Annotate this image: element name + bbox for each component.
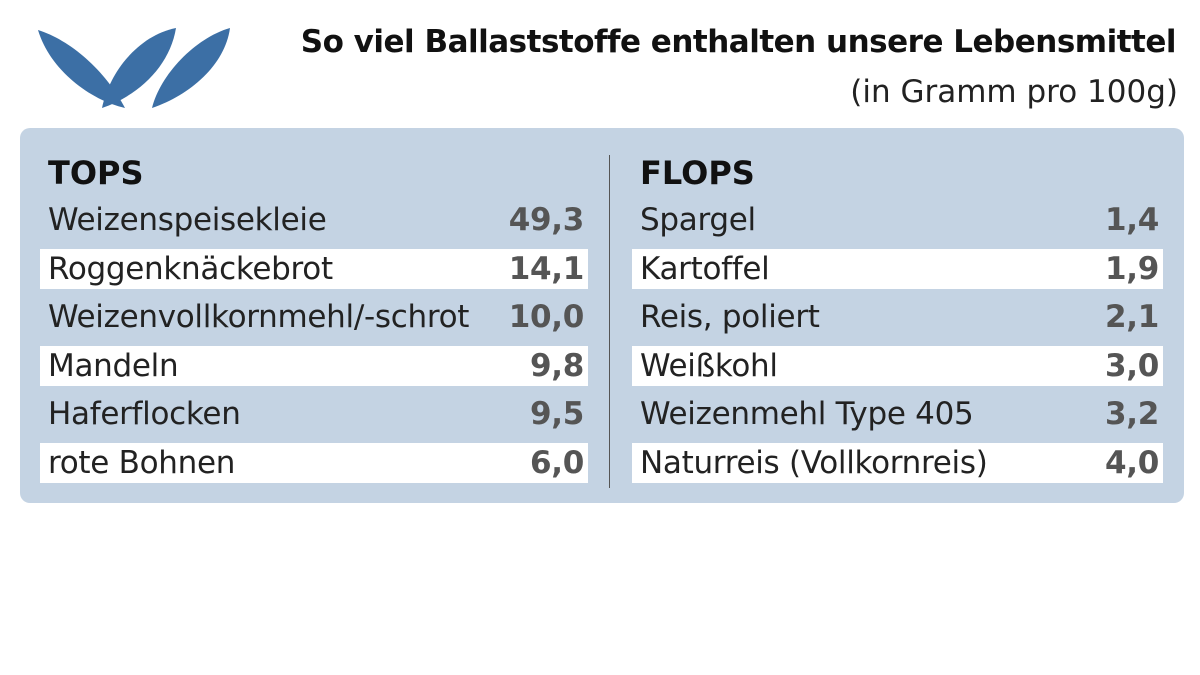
fiber-value: 3,0 xyxy=(1104,348,1159,385)
table-row: Mandeln 9,8 xyxy=(40,346,588,387)
food-name: Weißkohl xyxy=(640,348,778,385)
tops-column: TOPS Weizenspeisekleie 49,3 Roggenknäckebro… xyxy=(40,150,588,488)
food-name: Mandeln xyxy=(48,348,179,385)
table-row: Reis, poliert 2,1 xyxy=(632,293,1163,342)
food-name: Weizenspeisekleie xyxy=(48,202,327,238)
fiber-value: 10,0 xyxy=(508,299,585,336)
column-heading: TOPS xyxy=(48,154,144,192)
table-row: Weizenspeisekleie 49,3 xyxy=(40,196,588,245)
fiber-value: 6,0 xyxy=(529,445,584,482)
table-panel xyxy=(20,128,1184,503)
fiber-value: 1,9 xyxy=(1104,250,1159,287)
food-name: Naturreis (Vollkornreis) xyxy=(640,445,988,482)
food-name: Haferflocken xyxy=(48,396,241,433)
fiber-value: 49,3 xyxy=(508,202,585,238)
title: So viel Ballaststoffe enthalten unsere L… xyxy=(300,24,1177,60)
table-row: Weizenvollkornmehl/-schrot 10,0 xyxy=(40,293,588,342)
divider xyxy=(609,155,610,488)
table-row: Kartoffel 1,9 xyxy=(632,248,1163,289)
food-name: Kartoffel xyxy=(640,250,770,287)
column-heading: FLOPS xyxy=(640,154,755,192)
food-name: rote Bohnen xyxy=(48,445,236,482)
food-name: Reis, poliert xyxy=(640,299,820,336)
food-name: Spargel xyxy=(640,202,756,238)
fiber-value: 14,1 xyxy=(508,250,585,287)
table-row: Naturreis (Vollkornreis) 4,0 xyxy=(632,443,1163,484)
flops-column: FLOPS Spargel 1,4 Kartoffel 1,9 Reis, poliert… xyxy=(632,150,1163,488)
logo-leaf xyxy=(152,28,230,108)
fiber-value: 4,0 xyxy=(1104,445,1159,482)
table-row: Roggenknäckebrot 14,1 xyxy=(40,248,588,289)
food-name: Weizenmehl Type 405 xyxy=(640,396,974,433)
fiber-value: 2,1 xyxy=(1104,299,1159,336)
food-name: Weizenvollkornmehl/-schrot xyxy=(48,299,470,336)
fiber-value: 9,8 xyxy=(529,348,584,385)
table-row: Weizenmehl Type 405 3,2 xyxy=(632,390,1163,439)
logo xyxy=(38,28,230,108)
table-row: Spargel 1,4 xyxy=(632,196,1163,245)
logo-leaf xyxy=(102,28,176,108)
fiber-value: 3,2 xyxy=(1104,396,1159,433)
table-row: Weißkohl 3,0 xyxy=(632,346,1163,387)
table-row: rote Bohnen 6,0 xyxy=(40,443,588,484)
subtitle: (in Gramm pro 100g) xyxy=(850,74,1178,110)
fiber-value: 1,4 xyxy=(1104,202,1159,238)
food-name: Roggenknäckebrot xyxy=(48,250,333,287)
fiber-value: 9,5 xyxy=(529,396,584,433)
logo-leaf xyxy=(38,30,125,108)
table-row: Haferflocken 9,5 xyxy=(40,390,588,439)
